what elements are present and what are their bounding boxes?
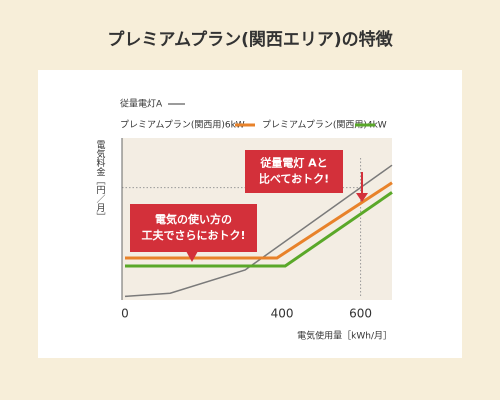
x-tick-label: 0 <box>121 307 129 321</box>
callout-box <box>245 150 343 193</box>
callout-text: 従量電灯 Aと <box>259 156 327 170</box>
arrow-head <box>356 193 368 202</box>
callout-pointer <box>186 251 198 262</box>
callout-text: 電気の使い方の <box>155 212 232 226</box>
title: プレミアムプラン(関西エリア)の特徴 <box>107 29 393 50</box>
callout-box <box>130 204 257 252</box>
y-axis-label: 電気料金［円／月］ <box>95 140 106 221</box>
legend-label: プレミアムプラン(関西用)4kW <box>262 120 387 131</box>
x-axis-label: 電気使用量［kWh/月］ <box>297 330 392 342</box>
series-line <box>125 181 393 260</box>
series-line <box>125 191 393 268</box>
legend-label: 従量電灯A <box>120 98 163 110</box>
series-line <box>124 164 393 298</box>
callout-text: 比べておトク! <box>259 172 329 186</box>
legend-label: プレミアムプラン(関西用)6kW <box>120 120 245 131</box>
callout-text: 工夫でさらにおトク! <box>141 228 245 242</box>
x-tick-label: 400 <box>271 307 294 321</box>
x-tick-label: 600 <box>349 307 372 321</box>
